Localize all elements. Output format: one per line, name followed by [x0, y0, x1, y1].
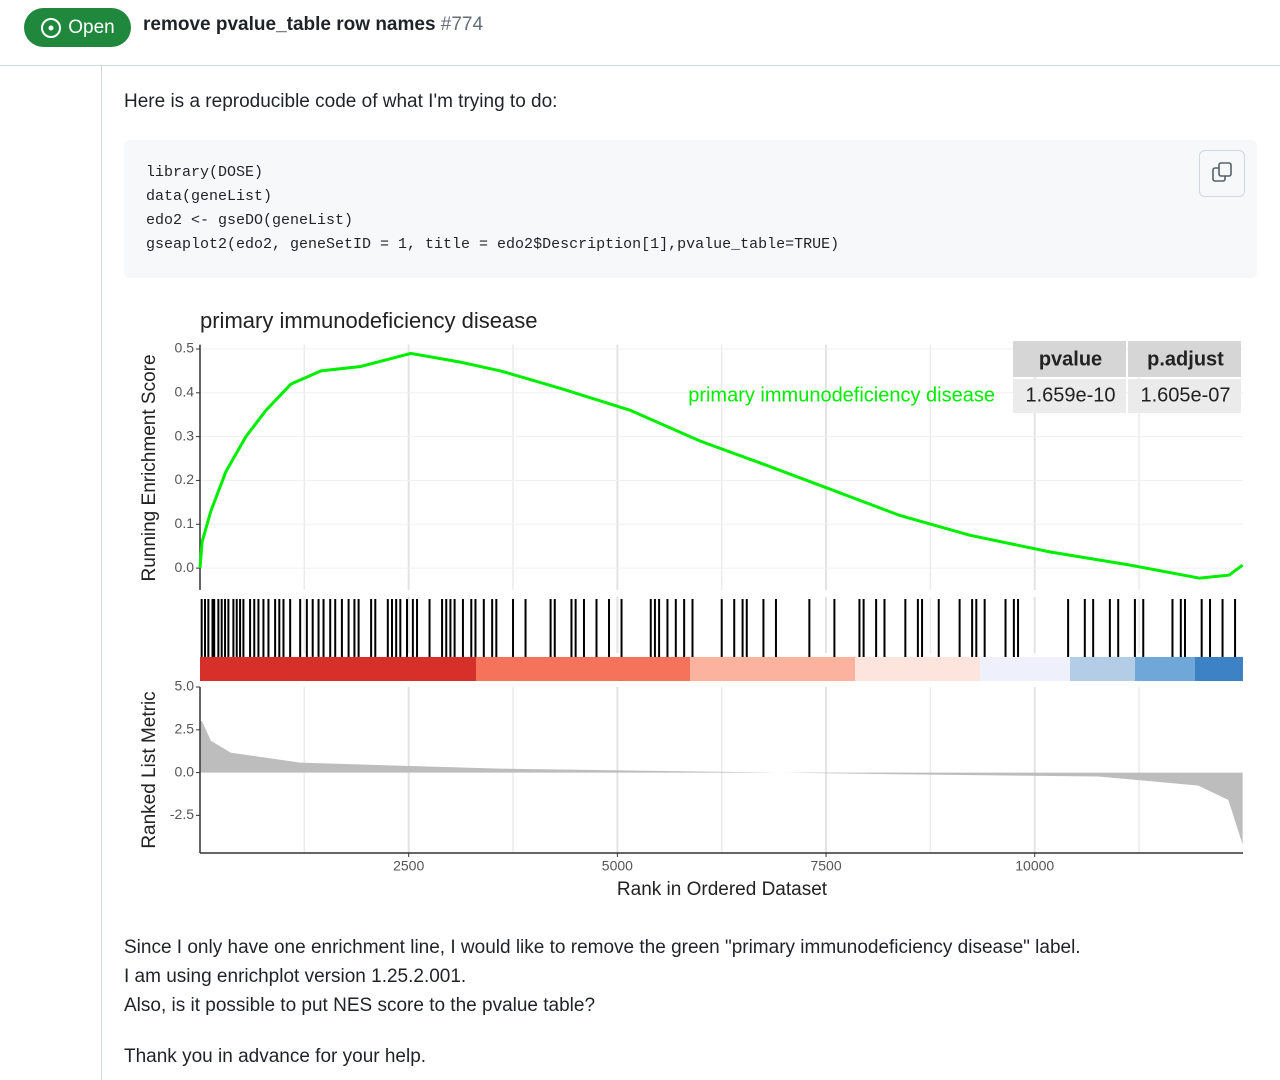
- paragraph: Thank you in advance for your help.: [124, 1046, 427, 1067]
- legend-label: primary immunodeficiency disease: [688, 384, 995, 406]
- x-tick-label: 5000: [602, 858, 633, 874]
- enrichment-line: [198, 351, 1244, 580]
- x-axis-label: Rank in Ordered Dataset: [617, 879, 828, 900]
- open-icon: [41, 17, 62, 38]
- copy-icon: [1212, 162, 1232, 182]
- code-line: gseaplot2(edo2, geneSetID = 1, title = e…: [146, 236, 840, 253]
- y-tick-label: -2.5: [170, 806, 194, 822]
- table-cell: [1128, 379, 1241, 413]
- y-tick-label: 0.2: [175, 471, 195, 487]
- paragraph: I am using enrichplot version 1.25.2.001…: [124, 966, 467, 987]
- y-tick-label: 0.0: [175, 559, 195, 575]
- x-tick-label: 2500: [393, 858, 424, 874]
- y-tick-label: 0.3: [175, 427, 195, 443]
- table-header-cell: [1013, 341, 1126, 377]
- code-line: library(DOSE): [146, 164, 264, 181]
- table-header: p.adjust: [1147, 348, 1224, 370]
- color-bar: [200, 657, 1243, 681]
- table-value: 1.605e-07: [1140, 384, 1230, 406]
- y-tick-label: 5.0: [175, 678, 195, 694]
- table-cell: [1013, 379, 1126, 413]
- y-tick-label: 0.4: [175, 384, 195, 400]
- issue-number[interactable]: #774: [440, 14, 484, 35]
- intro: Here is a reproducible code of what I'm …: [124, 91, 558, 112]
- comment-box: [101, 66, 1280, 1080]
- table-header: pvalue: [1039, 348, 1102, 370]
- x-tick-label: 10000: [1015, 858, 1054, 874]
- table-header-cell: [1128, 341, 1241, 377]
- code-line: edo2 <- gseDO(geneList): [146, 212, 354, 229]
- y-axis-label: Ranked List Metric: [139, 691, 160, 848]
- table-value: 1.659e-10: [1025, 384, 1115, 406]
- y-tick-label: 0.5: [175, 340, 195, 356]
- code-block: [124, 140, 1257, 278]
- figure-title: primary immunodeficiency disease: [200, 308, 537, 333]
- y-axis-label: Running Enrichment Score: [139, 354, 160, 581]
- y-tick-label: 0.1: [175, 515, 195, 531]
- divider: [0, 65, 1280, 66]
- title-text: remove pvalue_table row names: [143, 14, 436, 35]
- status-badge: Open: [24, 8, 131, 47]
- paragraph: Since I only have one enrichment line, I…: [124, 937, 1081, 958]
- paragraph: Also, is it possible to put NES score to…: [124, 995, 596, 1016]
- x-tick-label: 7500: [810, 858, 841, 874]
- y-tick-label: 0.0: [175, 763, 195, 779]
- copy-button[interactable]: [1199, 150, 1245, 197]
- status-text: Open: [68, 16, 115, 38]
- y-tick-label: 2.5: [175, 720, 195, 736]
- code-line: data(geneList): [146, 188, 273, 205]
- issue-title: remove pvalue_table row names #774: [143, 14, 483, 36]
